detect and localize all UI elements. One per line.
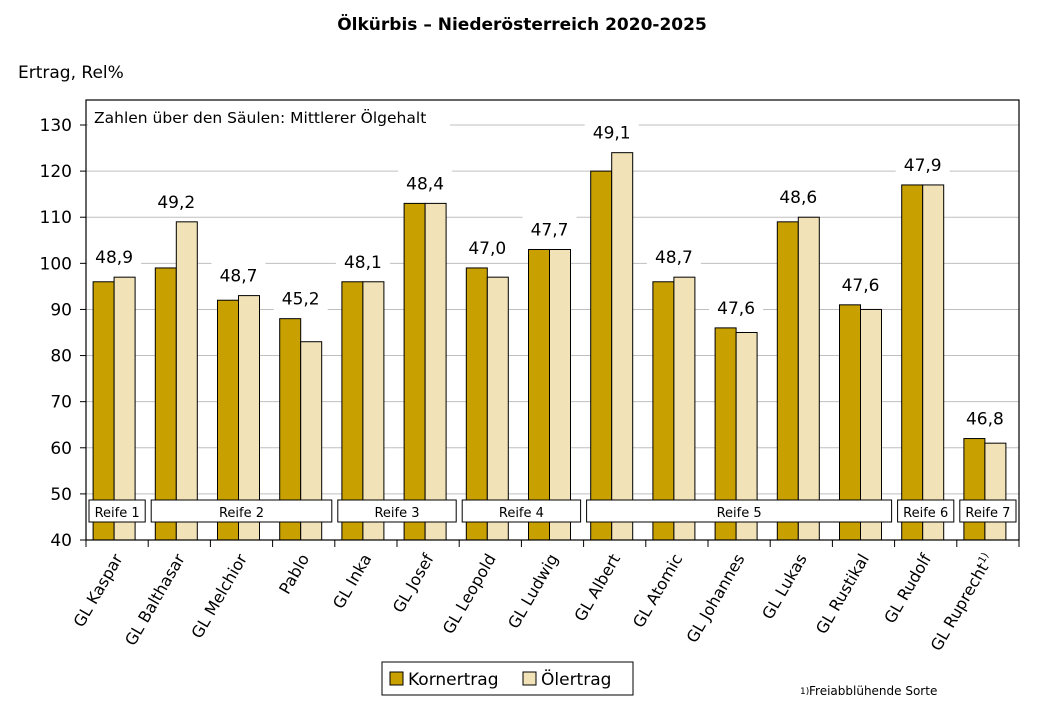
bar-kornertrag (963, 438, 986, 541)
maturity-group-label: Reife 6 (903, 506, 948, 521)
bar-kornertrag (776, 221, 799, 541)
data-label: 48,1 (344, 253, 382, 273)
x-tick-label: GL Inka (329, 551, 375, 613)
data-label-bg (895, 150, 950, 177)
data-label-bg (833, 270, 888, 297)
maturity-group-label: Reife 3 (374, 506, 419, 521)
data-label-bg (460, 233, 515, 260)
y-tick-label: 60 (50, 439, 72, 459)
chart-title: Ölkürbis – Niederösterreich 2020-2025 (337, 13, 707, 35)
data-label: 48,7 (655, 248, 693, 268)
data-label: 47,9 (904, 156, 942, 176)
annotation: Zahlen über den Säulen: Mittlerer Ölgeha… (94, 108, 426, 127)
x-tick-label: GL Rustikal (812, 551, 873, 638)
data-label: 47,6 (842, 276, 880, 296)
x-tick-label: GL Leopold (439, 551, 500, 638)
annotation-bg (88, 102, 450, 130)
bar-ölertrag (175, 221, 198, 541)
bar-ölertrag (984, 442, 1007, 541)
maturity-group-box (897, 499, 955, 523)
y-tick-label: 90 (50, 300, 72, 320)
x-tick-label: GL Johannes (682, 551, 748, 647)
bar-kornertrag (528, 249, 550, 541)
legend: Kornertrag Ölertrag (381, 661, 634, 696)
bar-kornertrag (403, 202, 426, 541)
x-tick-label: GL Melchior (187, 550, 251, 641)
data-label-bg (646, 243, 701, 270)
data-label: 48,4 (406, 174, 444, 194)
data-label-bg (771, 183, 826, 210)
bar-ölertrag (549, 249, 571, 541)
legend-label-kornertrag: Kornertrag (408, 670, 498, 690)
data-label-bg (273, 284, 328, 311)
data-label: 48,9 (95, 248, 133, 268)
data-label: 47,0 (468, 239, 506, 259)
legend-label-oelertrag: Ölertrag (541, 668, 611, 690)
maturity-group-box (150, 499, 333, 523)
legend-swatch-oelertrag (522, 671, 537, 686)
x-tick-label: GL Josef (389, 550, 438, 616)
y-tick-label: 50 (50, 485, 72, 505)
bar-ölertrag (797, 216, 820, 541)
legend-swatch-kornertrag (389, 671, 404, 686)
bar-kornertrag (590, 170, 613, 541)
data-label: 47,7 (531, 221, 569, 241)
footnote-mark: 1) (800, 687, 809, 697)
data-label-bg (335, 247, 390, 274)
x-tick-label: GL Atomic (629, 551, 686, 631)
footnote: Freiabblühende Sorte (809, 684, 937, 698)
x-tick-label: Pablo (275, 551, 313, 598)
maturity-group-label: Reife 2 (219, 506, 264, 521)
maturity-group-label: Reife 7 (965, 506, 1010, 521)
x-tick-label: GL Lukas (758, 551, 811, 623)
y-tick-label: 40 (50, 531, 72, 551)
y-tick-label: 130 (40, 116, 72, 136)
data-label: 48,6 (779, 188, 817, 208)
x-tick-label: GL Kaspar (69, 550, 126, 630)
y-tick-label: 70 (50, 393, 72, 413)
maturity-group-label: Reife 4 (499, 506, 544, 521)
plot-frame (85, 99, 1020, 541)
maturity-group-box (88, 499, 146, 523)
y-tick-label: 120 (40, 162, 72, 182)
bar-kornertrag (901, 184, 924, 541)
data-label-bg (957, 404, 1012, 431)
data-label: 46,8 (966, 410, 1004, 430)
data-label-bg (584, 118, 639, 145)
x-tick-label: GL Albert (570, 551, 624, 625)
data-label: 49,2 (157, 193, 195, 213)
data-label: 49,1 (593, 124, 631, 144)
y-tick-label: 100 (40, 254, 72, 274)
x-tick-label: GL Ruprecht1) (927, 550, 998, 654)
x-tick-label: GL Balthasar (121, 550, 189, 649)
y-tick-label: 80 (50, 347, 72, 367)
data-label-bg (149, 187, 204, 214)
data-label-bg (87, 243, 142, 270)
x-tick-label: GL Rudolf (880, 550, 935, 626)
bar-ölertrag (922, 184, 945, 541)
bar-ölertrag (611, 152, 634, 541)
data-label-bg (522, 215, 577, 242)
bar-ölertrag (424, 202, 447, 541)
x-tick-label: GL Ludwig (504, 551, 562, 632)
maturity-group-box (959, 499, 1017, 523)
data-label: 47,6 (717, 299, 755, 319)
maturity-group-box (337, 499, 457, 523)
maturity-group-box (586, 499, 893, 523)
bar-kornertrag (465, 267, 488, 541)
data-label-bg (709, 293, 764, 320)
maturity-group-label: Reife 1 (95, 506, 140, 521)
y-axis-label: Ertrag, Rel% (18, 63, 124, 83)
data-label-bg (211, 261, 266, 288)
legend-box (381, 661, 634, 696)
bar-kornertrag (154, 267, 177, 541)
data-label: 45,2 (282, 290, 320, 310)
data-label: 48,7 (220, 267, 258, 287)
maturity-group-label: Reife 5 (717, 506, 762, 521)
maturity-group-box (461, 499, 582, 523)
data-label-bg (398, 169, 453, 196)
y-tick-label: 110 (40, 208, 72, 228)
